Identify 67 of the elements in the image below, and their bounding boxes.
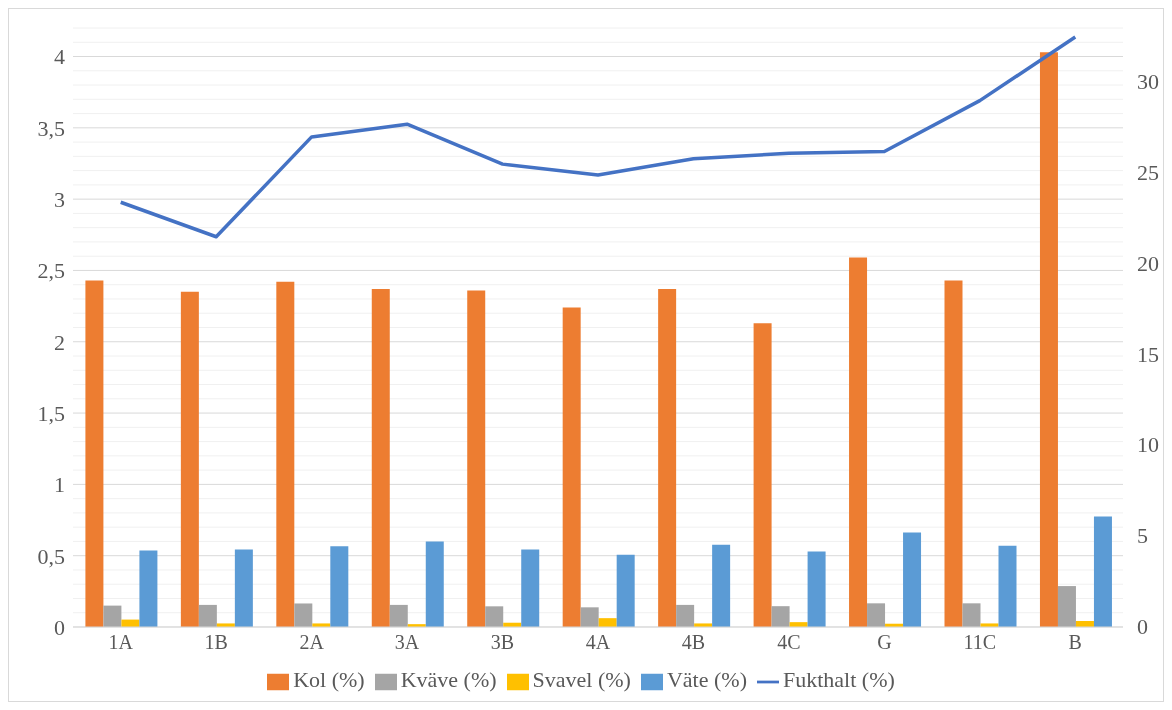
y-tick-label: 0,5 (37, 543, 65, 569)
y-tick-label: 3 (54, 186, 65, 212)
x-tick-label: B (1068, 631, 1082, 654)
bar (139, 550, 158, 627)
legend-label: Svavel (%) (532, 667, 631, 692)
bar (998, 545, 1017, 627)
bar (867, 603, 886, 627)
x-tick-label: 1A (108, 631, 134, 654)
bar (1093, 516, 1112, 627)
bar (771, 606, 790, 627)
x-tick-label: 1B (204, 631, 228, 654)
y-tick-label: 2 (54, 329, 65, 355)
bar (580, 607, 599, 627)
line-series (118, 35, 1078, 239)
bar (294, 603, 313, 627)
y2-tick-label: 25 (1137, 160, 1159, 186)
bar (903, 532, 922, 627)
bar (598, 618, 617, 627)
legend-label: Fukthalt (%) (782, 667, 895, 692)
bar (1039, 52, 1058, 627)
y-tick-label: 1,5 (37, 400, 65, 426)
bar (467, 290, 486, 627)
bar (712, 544, 731, 627)
bar (330, 546, 349, 627)
x-tick-label: 4B (681, 631, 706, 654)
bar (85, 280, 104, 627)
x-tick-label: 3B (490, 631, 515, 654)
bar (616, 554, 635, 627)
x-tick-label: 4A (585, 631, 611, 654)
bar (425, 541, 444, 627)
y2-tick-label: 5 (1137, 523, 1148, 549)
bar (103, 605, 122, 627)
bar (371, 288, 390, 627)
y2-tick-label: 30 (1137, 69, 1159, 95)
bar (753, 323, 772, 627)
bar (276, 281, 295, 627)
y2-tick-label: 10 (1137, 432, 1159, 458)
legend-label: Väte (%) (666, 667, 747, 692)
y2-tick-label: 20 (1137, 250, 1159, 276)
x-tick-label: 3A (394, 631, 420, 654)
y-tick-label: 1 (54, 472, 65, 498)
legend-label: Kväve (%) (400, 667, 497, 692)
bar (562, 307, 581, 627)
bar (485, 606, 504, 627)
bar (658, 288, 677, 627)
bar (234, 549, 253, 627)
bar (944, 280, 963, 627)
y2-tick-label: 0 (1137, 614, 1148, 639)
x-tick-label: G (877, 631, 892, 654)
legend-label: Kol (%) (293, 667, 365, 692)
x-tick-label: 2A (299, 631, 325, 654)
bar (1057, 586, 1076, 627)
y-tick-label: 4 (54, 44, 65, 70)
bar (389, 604, 408, 627)
bar (849, 257, 868, 627)
bar (807, 551, 826, 627)
bar (180, 291, 199, 627)
x-tick-label: 11C (963, 631, 997, 654)
bar (198, 604, 217, 627)
bar (521, 549, 540, 627)
y-tick-label: 3,5 (37, 115, 65, 141)
y2-tick-label: 15 (1137, 341, 1159, 367)
y-tick-label: 0 (54, 614, 65, 640)
bar (962, 603, 981, 627)
bar (676, 604, 695, 627)
y-tick-label: 2,5 (37, 258, 65, 284)
x-tick-label: 4C (777, 631, 801, 654)
